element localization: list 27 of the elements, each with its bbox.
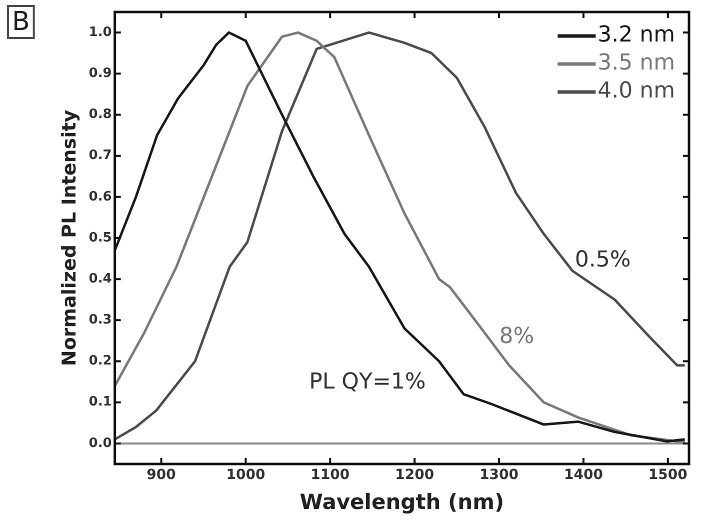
text: B (12, 6, 30, 37)
y-tick-label: 0.4 (88, 271, 112, 286)
legend-label: 4.0 nm (598, 78, 676, 104)
legend-label: 3.2 nm (598, 22, 676, 48)
y-tick-label: 0.2 (88, 354, 112, 369)
legend-label: 3.5 nm (598, 50, 676, 76)
x-tick-label: 1400 (564, 467, 604, 484)
annotation: 8% (499, 324, 534, 350)
y-axis-title: Normalized PL Intensity (58, 109, 80, 366)
y-tick-label: 0.3 (88, 312, 112, 328)
x-axis-title: Wavelength (nm) (300, 490, 504, 514)
y-tick-label: 0.8 (88, 107, 112, 122)
x-tick-label: 1000 (226, 467, 266, 484)
y-tick-label: 0.1 (88, 394, 112, 410)
annotation: PL QY=1% (309, 369, 426, 394)
y-tick-label: 0.9 (88, 66, 112, 82)
y-tick-label: 0.5 (88, 230, 112, 246)
y-tick-label: 0.0 (88, 436, 112, 451)
x-tick-label: 1500 (648, 467, 688, 484)
x-tick-label: 900 (146, 467, 176, 484)
x-tick-label: 1200 (395, 467, 434, 484)
y-tick-label: 1.0 (88, 24, 112, 40)
x-tick-label: 1300 (480, 467, 519, 484)
y-tick-label: 0.7 (88, 148, 112, 164)
x-tick-label: 1100 (310, 467, 350, 484)
y-tick-label: 0.6 (88, 189, 112, 204)
annotation: 0.5% (574, 247, 631, 272)
